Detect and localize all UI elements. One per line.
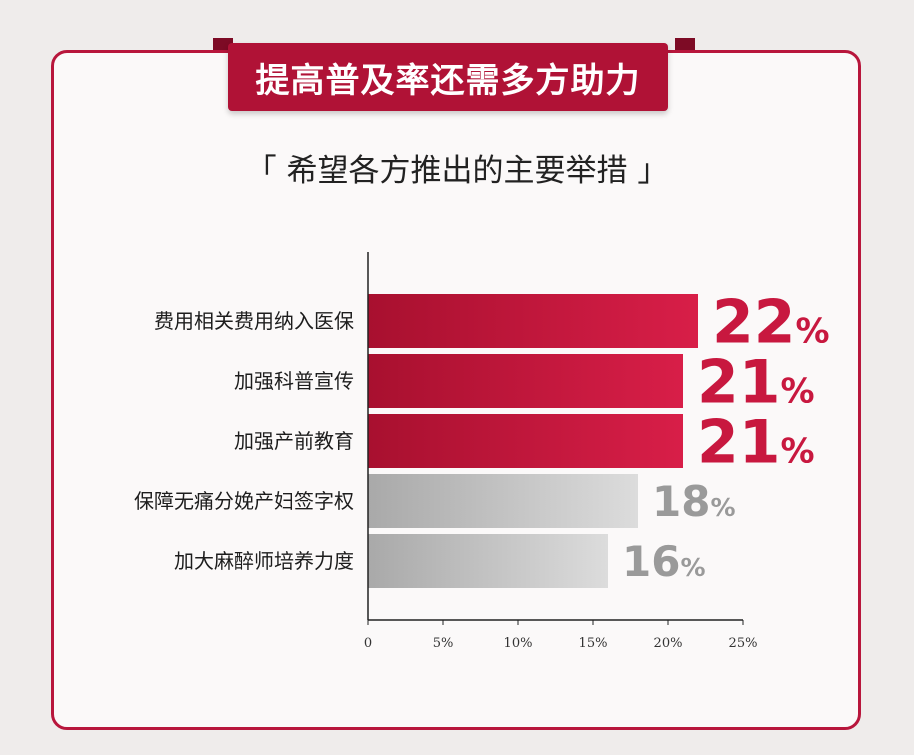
bar — [368, 534, 608, 588]
x-tick-label: 20% — [654, 636, 683, 651]
category-label: 费用相关费用纳入医保 — [154, 309, 354, 333]
value-label: 21% — [697, 348, 815, 418]
bar — [368, 474, 638, 528]
x-tick-label: 5% — [433, 636, 454, 651]
x-tick-label: 15% — [579, 636, 608, 651]
bar — [368, 354, 683, 408]
value-label: 16% — [622, 537, 706, 586]
chart-subtitle: 「 希望各方推出的主要举措 」 — [245, 153, 669, 189]
x-tick-label: 10% — [504, 636, 533, 651]
value-label: 18% — [652, 477, 736, 526]
bar — [368, 294, 698, 348]
category-label: 保障无痛分娩产妇签字权 — [134, 489, 354, 513]
banner-title: 提高普及率还需多方助力 — [228, 43, 668, 111]
value-label: 22% — [712, 288, 830, 358]
x-tick-label: 25% — [729, 636, 758, 651]
category-label: 加强产前教育 — [234, 429, 354, 453]
category-label: 加大麻醉师培养力度 — [174, 549, 354, 573]
bars-layer: 费用相关费用纳入医保 22% 加强科普宣传 21% 加强产前教育 21% 保障无痛分娩产妇签… — [134, 288, 830, 588]
value-label: 21% — [697, 408, 815, 478]
x-tick-label: 0 — [364, 636, 372, 651]
ticks-layer: 0 5% 10% 15% 20% 25% — [364, 620, 758, 651]
category-label: 加强科普宣传 — [234, 369, 354, 393]
bar — [368, 414, 683, 468]
banner-right-tab — [675, 38, 695, 50]
